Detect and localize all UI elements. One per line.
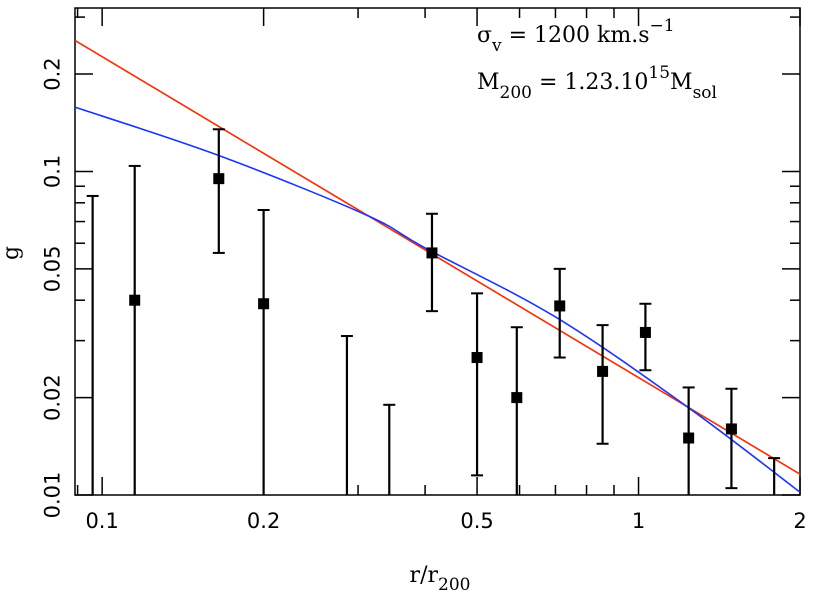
y-tick-label: 0.1	[40, 155, 64, 188]
y-tick-label: 0.05	[40, 245, 64, 292]
data-point	[129, 294, 141, 306]
x-tick-label: 0.2	[247, 509, 280, 533]
data-point	[683, 432, 695, 444]
y-tick-label: 0.02	[40, 374, 64, 421]
data-point	[597, 365, 609, 377]
x-tick-label: 1	[632, 509, 645, 533]
data-point	[258, 298, 270, 310]
annotation-2: M200 = 1.23.1015Msol	[477, 63, 717, 103]
data-point	[554, 300, 566, 312]
x-tick-label: 0.5	[460, 509, 493, 533]
x-tick-label: 0.1	[85, 509, 118, 533]
y-axis-label: g	[0, 246, 24, 260]
plot-frame	[74, 7, 801, 496]
data-point	[471, 352, 483, 364]
annotation-1: σv = 1200 km.s−1	[477, 16, 675, 56]
data-point	[426, 247, 438, 259]
x-axis-label: r/r200	[410, 563, 471, 595]
x-tick-label: 2	[793, 509, 806, 533]
y-tick-label: 0.2	[40, 57, 64, 90]
data-point	[725, 423, 737, 435]
data-point	[213, 173, 225, 185]
data-point	[511, 392, 523, 404]
data-point	[639, 326, 651, 338]
y-tick-label: 0.01	[40, 472, 64, 519]
